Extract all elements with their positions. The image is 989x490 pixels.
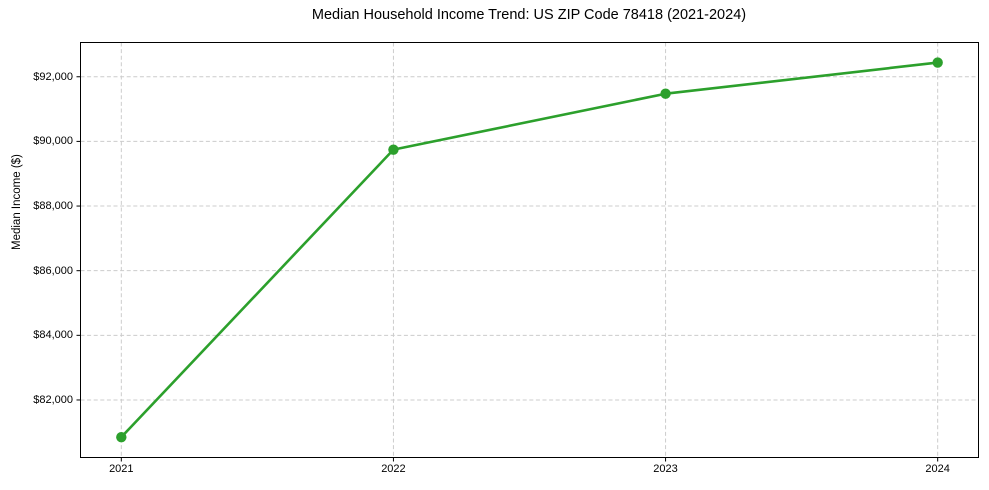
x-tick-label: 2023 <box>653 463 678 475</box>
data-point-2023 <box>660 88 671 99</box>
data-point-2021 <box>116 431 127 443</box>
x-tick-label: 2024 <box>925 463 950 475</box>
y-tick-label: $82,000 <box>33 393 73 406</box>
trend-line <box>120 61 939 439</box>
chart-title: Median Household Income Trend: US ZIP Co… <box>311 7 747 23</box>
y-tick-label: $90,000 <box>33 135 73 148</box>
data-point-2024 <box>932 57 943 68</box>
x-tick-label: 2021 <box>109 463 134 475</box>
y-tick-label: $86,000 <box>33 264 73 277</box>
data-point-2022 <box>388 144 399 155</box>
y-tick-label: $88,000 <box>33 200 73 213</box>
x-tick-label: 2022 <box>381 463 406 475</box>
y-tick-label: $84,000 <box>33 329 73 342</box>
axes-frame <box>80 42 979 458</box>
y-tick-label: $92,000 <box>33 70 73 83</box>
